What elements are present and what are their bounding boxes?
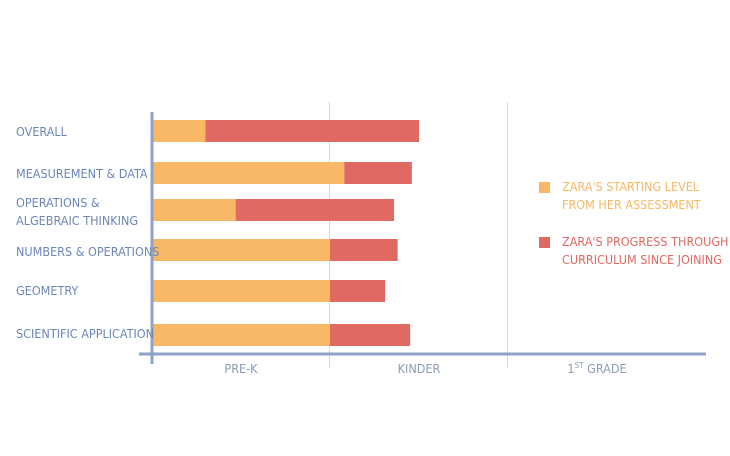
- legend-text-starting-0: ZARA'S STARTING LEVEL: [562, 179, 700, 194]
- grade-word: GRADE: [584, 361, 627, 376]
- x-tick-pre-k: PRE-K: [224, 361, 258, 376]
- x-tick-labels: PRE-K KINDER 1ST GRADE: [224, 361, 626, 376]
- legend-text-progress-0: ZARA'S PROGRESS THROUGH: [562, 234, 729, 249]
- gridlines: [329, 102, 508, 368]
- grade-superscript: ST: [575, 361, 585, 370]
- category-label-2-1: ALGEBRAIC THINKING: [16, 213, 138, 228]
- axes: [139, 112, 706, 364]
- legend-text-starting-1: FROM HER ASSESSMENT: [562, 197, 701, 212]
- legend-swatch-starting: [539, 182, 550, 193]
- bar-progress-4: [330, 280, 386, 302]
- bar-starting-0: [152, 120, 206, 142]
- bar-starting-5: [152, 324, 330, 346]
- category-label-0: OVERALL: [16, 124, 68, 139]
- category-label-5: SCIENTIFIC APPLICATION: [16, 326, 154, 341]
- bar-starting-2: [152, 199, 236, 221]
- x-tick-kinder: KINDER: [398, 361, 441, 376]
- category-label-3: NUMBERS & OPERATIONS: [16, 244, 159, 259]
- bar-progress-2: [235, 199, 395, 221]
- legend-text-progress-1: CURRICULUM SINCE JOINING: [562, 252, 722, 267]
- grade-number: 1: [567, 361, 574, 376]
- legend: ZARA'S STARTING LEVEL FROM HER ASSESSMENT…: [539, 179, 729, 267]
- bar-starting-3: [152, 239, 330, 261]
- bar-progress-5: [330, 324, 411, 346]
- bar-progress-3: [330, 239, 398, 261]
- category-label-1: MEASUREMENT & DATA: [16, 166, 148, 181]
- x-tick-first-grade: 1ST GRADE: [567, 361, 626, 376]
- category-label-4: GEOMETRY: [16, 283, 78, 298]
- bar-starting-4: [152, 280, 330, 302]
- bar-progress-0: [205, 120, 419, 142]
- bar-progress-1: [344, 162, 412, 184]
- legend-swatch-progress: [539, 237, 550, 248]
- category-label-2-0: OPERATIONS &: [16, 195, 100, 210]
- bar-starting-1: [152, 162, 345, 184]
- category-labels: OVERALL MEASUREMENT & DATA OPERATIONS & ALG…: [16, 124, 159, 341]
- bars: [152, 120, 419, 346]
